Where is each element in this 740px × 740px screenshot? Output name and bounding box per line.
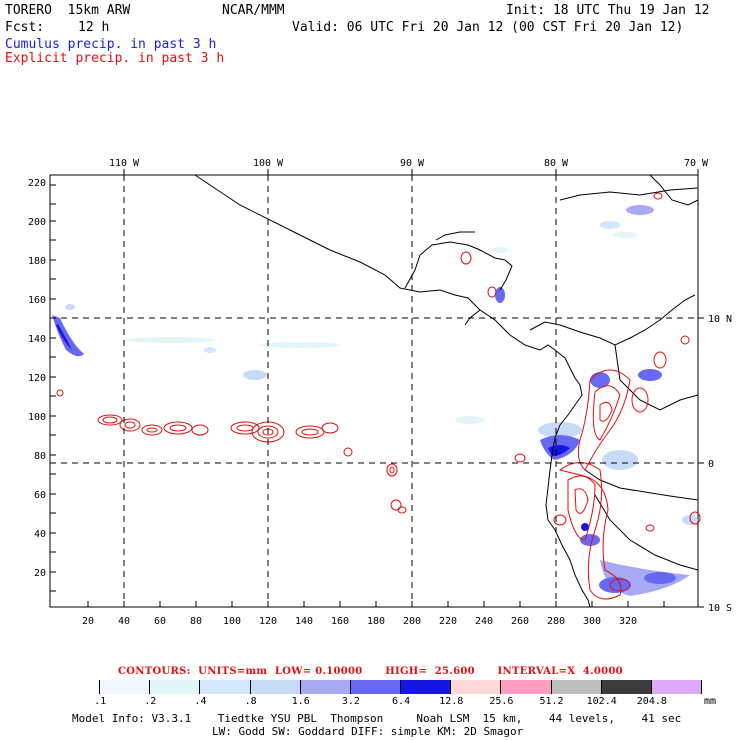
colorbar-label: 51.2 xyxy=(539,696,564,707)
valid-time: Valid: 06 UTC Fri 20 Jan 12 (00 CST Fri … xyxy=(292,20,684,35)
x-tick-140: 140 xyxy=(295,616,313,627)
model-info: Model Info: V3.3.1 Tiedtke YSU PBL Thomp… xyxy=(72,712,682,725)
physics-info: LW: Godd SW: Goddard DIFF: simple KM: 2D… xyxy=(212,725,524,738)
colorbar-swatch xyxy=(350,680,402,694)
x-tick-220: 220 xyxy=(439,616,457,627)
colorbar-label: 1.6 xyxy=(291,696,310,707)
colorbar-swatch xyxy=(651,680,702,694)
x-tick-320: 320 xyxy=(619,616,637,627)
forecast-label: Fcst: xyxy=(5,20,45,35)
lon-label-100w: 100 W xyxy=(253,158,284,169)
x-tick-120: 120 xyxy=(259,616,277,627)
lon-label-70w: 70 W xyxy=(684,158,709,169)
colorbar-swatch xyxy=(501,680,552,694)
organization-label: NCAR/MMM xyxy=(222,3,285,18)
colorbar-swatch xyxy=(50,680,101,694)
y-tick-180: 180 xyxy=(28,256,46,267)
colorbar-label: 102.4 xyxy=(586,696,617,707)
colorbar-swatch xyxy=(150,680,201,694)
cumulus-precip-legend: Cumulus precip. in past 3 h xyxy=(5,37,217,52)
lat-label-equator: 0 xyxy=(708,459,714,470)
forecast-hour: 12 h xyxy=(78,20,110,35)
cumulus-precip-shading xyxy=(52,205,698,596)
y-tick-40: 40 xyxy=(34,529,46,540)
y-tick-140: 140 xyxy=(28,334,46,345)
model-title: TORERO 15km ARW xyxy=(5,3,131,18)
colorbar-label: .8 xyxy=(244,696,257,707)
x-tick-100: 100 xyxy=(223,616,241,627)
x-tick-260: 260 xyxy=(511,616,529,627)
x-tick-80: 80 xyxy=(190,616,202,627)
x-tick-280: 280 xyxy=(547,616,565,627)
colorbar-swatch xyxy=(601,680,652,694)
x-tick-60: 60 xyxy=(154,616,166,627)
lon-label-80w: 80 W xyxy=(544,158,569,169)
colorbar-label: 25.6 xyxy=(489,696,514,707)
colorbar-swatch xyxy=(250,680,301,694)
lat-label-10n: 10 N xyxy=(708,314,732,325)
x-tick-240: 240 xyxy=(475,616,493,627)
y-tick-100: 100 xyxy=(28,412,46,423)
colorbar-label: 12.8 xyxy=(439,696,464,707)
graticule xyxy=(50,175,698,607)
colorbar-label: 204.8 xyxy=(636,696,667,707)
lon-label-110w: 110 W xyxy=(109,158,140,169)
colorbar-label: 6.4 xyxy=(392,696,411,707)
colorbar-swatch xyxy=(200,680,251,694)
colorbar-unit: mm xyxy=(704,696,717,707)
x-tick-300: 300 xyxy=(583,616,601,627)
y-tick-60: 60 xyxy=(34,490,46,501)
colorbar-label: 3.2 xyxy=(341,696,360,707)
colorbar-swatch xyxy=(451,680,502,694)
colorbar-label: .4 xyxy=(194,696,207,707)
colorbar-label: .2 xyxy=(144,696,157,707)
colorbar-swatch xyxy=(401,680,452,694)
lon-label-90w: 90 W xyxy=(400,158,425,169)
init-time: Init: 18 UTC Thu 19 Jan 12 xyxy=(506,3,710,18)
coastlines xyxy=(194,174,699,608)
y-tick-200: 200 xyxy=(28,217,46,228)
y-tick-160: 160 xyxy=(28,295,46,306)
colorbar-label: .1 xyxy=(94,696,107,707)
colorbar-swatch xyxy=(100,680,151,694)
axis-ticks xyxy=(50,169,704,608)
y-tick-80: 80 xyxy=(34,451,46,462)
x-tick-200: 200 xyxy=(403,616,421,627)
x-tick-160: 160 xyxy=(331,616,349,627)
x-tick-20: 20 xyxy=(82,616,94,627)
x-tick-40: 40 xyxy=(118,616,130,627)
colorbar-swatch xyxy=(551,680,602,694)
y-tick-220: 220 xyxy=(28,178,46,189)
contours-info: CONTOURS: UNITS=mm LOW= 0.10000 HIGH= 25… xyxy=(118,666,623,677)
y-tick-20: 20 xyxy=(34,568,46,579)
map-frame xyxy=(49,174,699,608)
y-tick-120: 120 xyxy=(28,373,46,384)
explicit-precip-legend: Explicit precip. in past 3 h xyxy=(5,51,225,66)
colorbar-swatch xyxy=(300,680,351,694)
lat-label-10s: 10 S xyxy=(708,603,732,614)
x-tick-180: 180 xyxy=(367,616,385,627)
